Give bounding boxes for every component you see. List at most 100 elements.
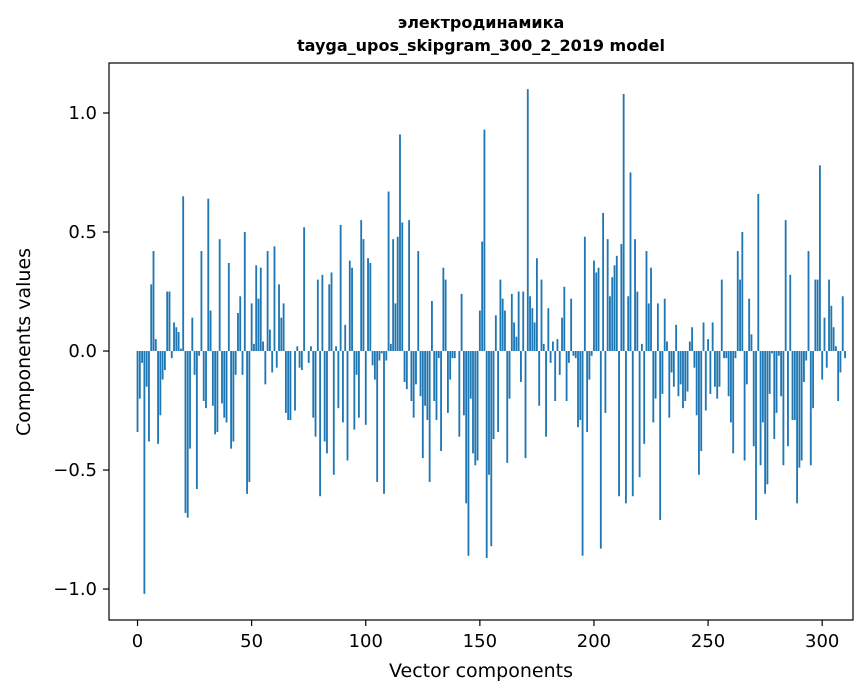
bar (542, 343, 545, 352)
x-tick-label: 50 (240, 631, 263, 652)
bar (200, 251, 203, 352)
bar (834, 346, 837, 352)
bar (501, 298, 504, 352)
bar (789, 274, 792, 352)
bar (403, 351, 406, 382)
bar (643, 351, 646, 444)
bar (469, 351, 472, 399)
bar (668, 351, 671, 418)
bar (805, 351, 808, 361)
x-tick-label: 150 (463, 631, 497, 652)
bar (663, 298, 666, 352)
bar (243, 232, 246, 352)
bar (451, 351, 454, 359)
bar (745, 351, 748, 385)
bar (462, 351, 465, 416)
bar (586, 351, 589, 432)
bar (638, 351, 641, 478)
x-axis-label: Vector components (389, 660, 573, 682)
bar (419, 351, 422, 397)
bar (234, 351, 237, 375)
bar (775, 351, 778, 413)
bar (579, 351, 582, 421)
bar (711, 322, 714, 352)
bar (280, 317, 283, 352)
bar (157, 351, 159, 444)
chart-title: электродинамика (398, 13, 565, 32)
bar (460, 293, 463, 352)
bar (536, 258, 538, 352)
bar (565, 351, 568, 402)
bar (344, 324, 347, 352)
bar (141, 351, 144, 363)
bar (287, 351, 290, 421)
bar (417, 251, 420, 352)
bar (650, 267, 652, 352)
y-tick-label: −0.5 (53, 460, 97, 481)
bar (310, 346, 312, 352)
bar (268, 329, 271, 352)
bar (531, 308, 534, 352)
bar (688, 341, 691, 352)
bar (821, 351, 824, 380)
bar (490, 351, 493, 547)
bar (161, 351, 164, 380)
bar (177, 331, 180, 352)
bar (410, 351, 413, 402)
bar (743, 351, 746, 461)
bar (796, 351, 798, 504)
bar (825, 351, 828, 368)
bar (672, 351, 675, 387)
bar (465, 351, 468, 504)
bar (189, 351, 191, 449)
bar (844, 351, 846, 359)
bar (230, 351, 233, 449)
bar (364, 351, 367, 425)
bar (766, 351, 769, 485)
bar (723, 351, 725, 359)
bar (727, 351, 730, 397)
bar (691, 327, 694, 352)
bar (205, 351, 207, 409)
bar (567, 351, 570, 363)
bar (618, 351, 620, 497)
bar (449, 351, 452, 380)
bar (278, 284, 280, 352)
bar (823, 317, 826, 352)
bar (326, 351, 328, 454)
bar (444, 279, 447, 352)
bar (839, 351, 842, 373)
bar (437, 351, 440, 359)
bar (225, 351, 228, 423)
bar (837, 351, 840, 402)
bar (812, 351, 814, 409)
bar (369, 262, 372, 352)
bar (323, 351, 326, 442)
bar (750, 334, 753, 352)
bar (729, 351, 732, 423)
bar (613, 265, 616, 352)
bar (376, 351, 379, 482)
bar (809, 351, 812, 466)
bar (627, 296, 630, 352)
bar (357, 351, 360, 418)
y-tick-label: 0.0 (68, 341, 97, 362)
bar (298, 351, 301, 368)
bar (300, 351, 303, 371)
bar (303, 227, 306, 352)
bar (237, 312, 239, 352)
x-tick-label: 200 (577, 631, 611, 652)
bar (227, 262, 230, 352)
bar (202, 351, 205, 402)
bar (659, 351, 662, 521)
bar (787, 351, 789, 447)
bar (714, 351, 716, 387)
bar (396, 236, 399, 352)
bar (547, 308, 550, 352)
bar (186, 351, 189, 518)
bar (702, 322, 705, 352)
bar (412, 351, 415, 418)
bar (593, 260, 595, 352)
bar (321, 274, 324, 352)
bar (759, 351, 762, 466)
